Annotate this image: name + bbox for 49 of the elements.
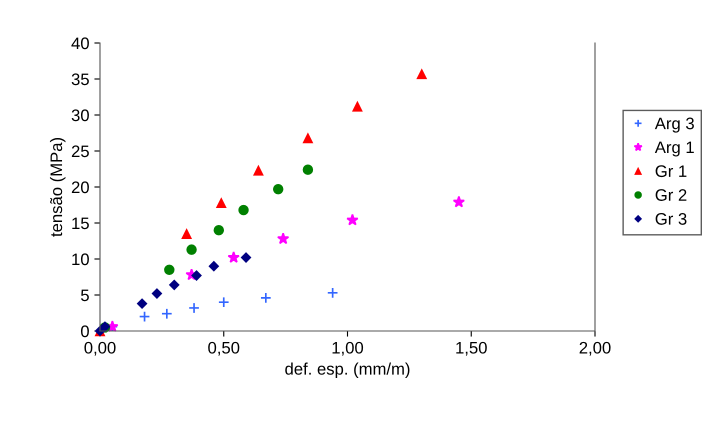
- x-tick-label: 1,00: [332, 342, 364, 356]
- point: [302, 164, 314, 175]
- y-tick-label: 0: [80, 325, 89, 338]
- point: [346, 214, 359, 226]
- point: [253, 165, 264, 176]
- point: [191, 270, 202, 281]
- point: [168, 280, 180, 290]
- y-tick-label: 25: [72, 145, 89, 158]
- point: [216, 198, 226, 208]
- point: [302, 132, 314, 144]
- y-tick-label: 10: [72, 253, 89, 266]
- point: [161, 308, 173, 320]
- y-tick-label: 35: [72, 73, 89, 86]
- point: [452, 196, 465, 208]
- point: [136, 298, 148, 309]
- point: [326, 287, 338, 299]
- y-tick-label: 30: [72, 109, 89, 122]
- legend-label: Arg 1: [654, 142, 694, 156]
- point: [352, 101, 363, 112]
- point: [218, 296, 230, 308]
- point: [277, 232, 290, 244]
- point: [138, 310, 150, 322]
- x-tick-label: 2,00: [580, 342, 611, 356]
- point: [238, 204, 249, 216]
- x-tick-label: 0,00: [84, 342, 116, 356]
- point: [152, 288, 162, 299]
- x-tick-label: 0,50: [208, 342, 240, 356]
- y-tick-label: 20: [72, 181, 89, 194]
- point: [228, 251, 240, 263]
- point: [240, 252, 252, 263]
- point: [164, 264, 175, 276]
- point: [188, 302, 200, 314]
- x-tick-label: 1,50: [456, 342, 487, 356]
- point: [208, 260, 220, 272]
- x-axis-title: def. esp. (mm/m): [285, 362, 410, 378]
- point: [214, 224, 224, 236]
- y-tick-label: 40: [71, 37, 89, 50]
- point: [260, 292, 272, 304]
- y-axis-title: tensão (MPa): [50, 138, 66, 237]
- point: [272, 184, 284, 194]
- y-tick-label: 5: [80, 290, 89, 302]
- legend-label: Gr 1: [656, 165, 686, 178]
- point: [181, 228, 192, 240]
- y-tick-label: 15: [72, 218, 89, 230]
- legend-label: Gr 2: [656, 189, 686, 201]
- legend-label: Arg 3: [654, 118, 694, 133]
- point: [186, 244, 197, 255]
- point: [416, 68, 427, 80]
- legend-label: Gr 3: [656, 213, 686, 225]
